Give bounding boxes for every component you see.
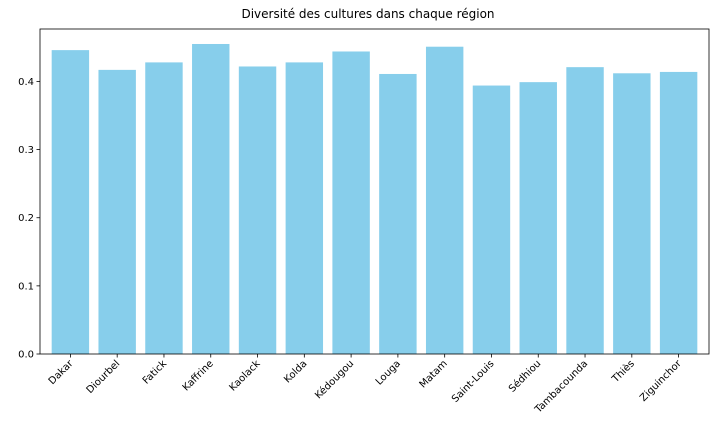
bar-5 xyxy=(285,62,324,355)
y-tick-label-3: 0.3 xyxy=(18,145,34,156)
plot-frame xyxy=(39,28,710,355)
x-tick-label-0: Dakar xyxy=(47,358,76,387)
x-tick-label-9: Saint-Louis xyxy=(450,358,497,405)
x-tick-label-1: Diourbel xyxy=(85,358,123,396)
bars-group xyxy=(51,43,698,355)
x-tick-label-3: Kaffrine xyxy=(181,358,216,393)
y-tick-label-1: 0.1 xyxy=(18,281,34,292)
x-tick-label-8: Matam xyxy=(418,358,450,390)
bar-7 xyxy=(379,73,417,354)
y-tick-label-0: 0.0 xyxy=(18,350,34,361)
y-tick-label-2: 0.2 xyxy=(18,213,34,224)
bar-3 xyxy=(192,43,230,355)
x-axis: Dakar Diourbel Fatick Kaffrine Kaolack Kolda K… xyxy=(47,354,684,416)
bar-9 xyxy=(472,85,511,354)
bar-13 xyxy=(659,71,698,354)
x-tick-label-5: Kolda xyxy=(282,358,309,385)
bar-1 xyxy=(98,69,136,355)
bar-8 xyxy=(425,46,464,355)
bar-6 xyxy=(332,51,370,354)
x-tick-label-6: Kédougou xyxy=(313,358,357,402)
bar-10 xyxy=(519,82,557,354)
x-tick-label-10: Sédhiou xyxy=(506,358,543,395)
bar-2 xyxy=(145,62,183,355)
bar-0 xyxy=(51,50,90,355)
y-axis: 0.0 0.1 0.2 0.3 0.4 xyxy=(18,77,40,361)
chart-title: Diversité des cultures dans chaque régio… xyxy=(241,7,494,21)
x-tick-label-4: Kaolack xyxy=(227,358,262,393)
bar-4 xyxy=(238,66,277,355)
x-tick-label-7: Louga xyxy=(374,358,403,387)
x-tick-label-12: Thiès xyxy=(609,358,637,386)
x-tick-label-13: Ziguinchor xyxy=(638,358,684,404)
y-tick-label-4: 0.4 xyxy=(18,77,34,88)
bar-12 xyxy=(613,73,651,355)
bar-11 xyxy=(566,67,604,354)
x-tick-label-2: Fatick xyxy=(141,358,169,386)
